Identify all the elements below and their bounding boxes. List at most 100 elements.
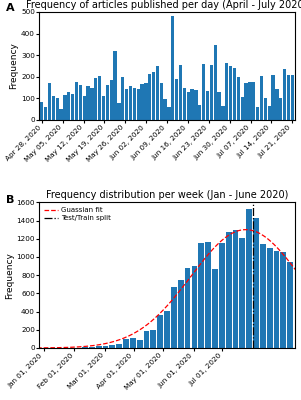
Bar bbox=[102, 96, 105, 120]
Bar bbox=[86, 86, 90, 120]
Bar bbox=[272, 74, 275, 120]
Bar bbox=[67, 92, 70, 120]
Bar bbox=[75, 82, 78, 120]
Bar bbox=[163, 100, 167, 120]
Title: Frequency of articles published per day (April - July 2020): Frequency of articles published per day … bbox=[26, 0, 301, 10]
Bar bbox=[96, 346, 101, 348]
Bar bbox=[137, 89, 140, 120]
Bar bbox=[240, 97, 244, 120]
Bar bbox=[221, 106, 225, 120]
Bar bbox=[187, 92, 190, 120]
Bar bbox=[291, 74, 294, 120]
Bar bbox=[160, 83, 163, 120]
Bar bbox=[48, 83, 51, 120]
Bar bbox=[267, 248, 273, 348]
Bar bbox=[60, 109, 63, 120]
Bar bbox=[82, 347, 88, 348]
Bar bbox=[279, 98, 282, 120]
Bar bbox=[121, 77, 124, 120]
Bar bbox=[129, 86, 132, 120]
Bar bbox=[156, 66, 159, 120]
Bar bbox=[125, 89, 128, 120]
Bar bbox=[179, 65, 182, 120]
Legend: Guassian fit, Test/Train split: Guassian fit, Test/Train split bbox=[43, 206, 113, 223]
Bar bbox=[110, 345, 115, 348]
Bar bbox=[175, 79, 178, 120]
Bar bbox=[185, 268, 191, 348]
Bar bbox=[157, 315, 163, 348]
Bar bbox=[144, 331, 149, 348]
Bar bbox=[116, 344, 122, 348]
Bar bbox=[79, 85, 82, 120]
Bar bbox=[268, 106, 271, 120]
Bar bbox=[229, 66, 232, 120]
Bar bbox=[274, 252, 279, 348]
Bar bbox=[140, 84, 144, 120]
Bar bbox=[44, 107, 47, 120]
Bar bbox=[237, 77, 240, 120]
Y-axis label: Frequency: Frequency bbox=[9, 42, 18, 89]
Bar bbox=[202, 64, 205, 120]
Test/Train split bbox=[251, 346, 254, 350]
Test/Train split bbox=[251, 346, 254, 350]
Bar bbox=[40, 102, 43, 120]
Bar bbox=[226, 232, 231, 348]
Bar bbox=[113, 51, 117, 120]
Bar bbox=[56, 98, 59, 120]
Bar bbox=[252, 82, 255, 120]
Bar bbox=[52, 96, 55, 120]
Bar bbox=[260, 244, 266, 348]
Bar bbox=[225, 63, 228, 120]
Bar bbox=[246, 209, 252, 348]
Bar bbox=[210, 65, 213, 120]
Bar bbox=[171, 288, 177, 348]
Bar bbox=[205, 242, 211, 348]
Bar bbox=[90, 88, 94, 120]
Text: A: A bbox=[6, 3, 14, 13]
Bar bbox=[148, 74, 151, 120]
Bar bbox=[287, 74, 290, 120]
Bar bbox=[144, 83, 147, 120]
Line: Guassian fit: Guassian fit bbox=[37, 230, 301, 348]
Guassian fit bbox=[183, 282, 187, 286]
Bar bbox=[150, 330, 156, 348]
Bar bbox=[98, 76, 101, 120]
Bar bbox=[253, 218, 259, 348]
Bar bbox=[233, 68, 236, 120]
Title: Frequency distribution per week (Jan - June 2020): Frequency distribution per week (Jan - J… bbox=[46, 190, 288, 200]
Guassian fit bbox=[260, 232, 264, 237]
Text: B: B bbox=[6, 195, 14, 205]
Bar bbox=[94, 78, 98, 120]
Bar bbox=[130, 338, 136, 348]
Bar bbox=[164, 311, 170, 348]
Bar bbox=[198, 105, 201, 120]
Bar bbox=[110, 80, 113, 120]
Bar bbox=[63, 95, 67, 120]
Bar bbox=[239, 238, 245, 348]
Bar bbox=[183, 88, 186, 120]
Guassian fit bbox=[35, 346, 39, 350]
Bar bbox=[123, 339, 129, 348]
Bar bbox=[217, 92, 221, 120]
Bar bbox=[275, 89, 278, 120]
Guassian fit bbox=[198, 262, 202, 267]
Bar bbox=[103, 346, 108, 348]
Bar bbox=[133, 88, 136, 120]
Bar bbox=[283, 69, 286, 120]
Bar bbox=[212, 269, 218, 348]
Y-axis label: Frequency: Frequency bbox=[5, 252, 14, 298]
Bar bbox=[248, 82, 252, 120]
Bar bbox=[206, 91, 209, 120]
Bar bbox=[152, 72, 155, 120]
Bar bbox=[191, 266, 197, 348]
Bar bbox=[260, 76, 263, 120]
Guassian fit bbox=[244, 227, 247, 232]
Guassian fit bbox=[167, 302, 170, 306]
Bar bbox=[194, 90, 197, 120]
Bar bbox=[264, 98, 267, 120]
Bar bbox=[178, 280, 184, 348]
Bar bbox=[233, 230, 238, 348]
Bar bbox=[106, 85, 109, 120]
Bar bbox=[191, 89, 194, 120]
Guassian fit bbox=[165, 304, 169, 308]
